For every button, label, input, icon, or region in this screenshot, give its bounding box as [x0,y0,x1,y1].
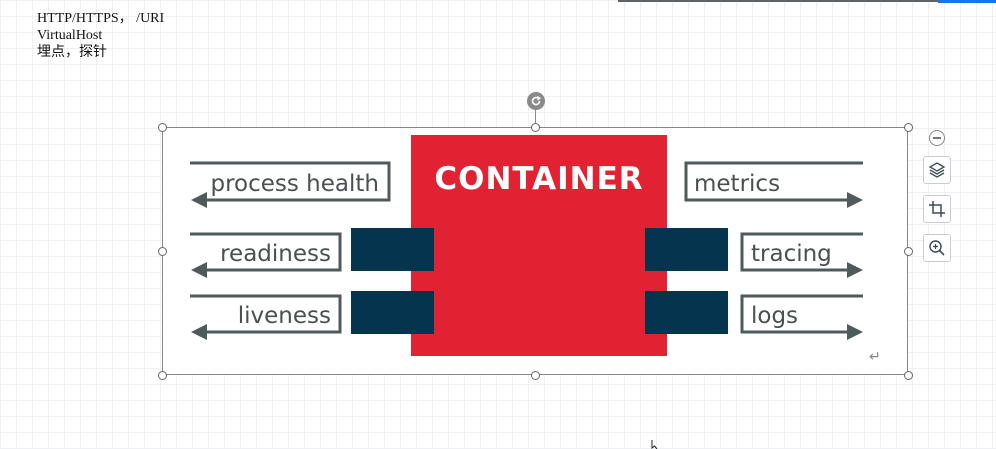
resize-handle-top[interactable] [531,123,540,132]
doc-line-1: HTTP/HTTPS， /URI [37,11,165,26]
crop-icon [929,201,945,217]
liveness-label: liveness [238,303,331,329]
doc-line-2: VirtualHost [37,28,103,43]
crop-button[interactable] [923,195,951,223]
resize-handle-right[interactable] [904,247,913,256]
layers-icon [928,162,946,178]
resize-handle-bottom[interactable] [531,371,540,380]
resize-handle-top-right[interactable] [904,123,913,132]
container-diagram: CONTAINER process health readiness liven… [190,135,881,365]
doc-line-3: 埋点，探针 [37,45,107,60]
process-health-arrow [190,161,391,202]
rotate-handle-stem [535,110,536,123]
liveness-arrowhead [191,324,207,340]
layers-button[interactable] [923,156,951,184]
logs-label: logs [751,303,798,329]
mouse-cursor-icon [651,440,658,449]
zoom-in-button[interactable] [923,234,951,262]
tracing-arrow [740,232,863,272]
metrics-arrowhead [847,192,863,208]
logs-arrowhead [847,324,863,340]
port-right-1 [645,228,728,271]
port-left-2 [351,291,434,334]
document-text-block: HTTP/HTTPS， /URI VirtualHost 埋点，探针 [37,10,164,61]
resize-handle-left[interactable] [158,247,167,256]
selected-image[interactable]: CONTAINER process health readiness liven… [162,127,908,375]
metrics-arrow [684,161,863,202]
collapse-toolbar-button[interactable] [929,130,945,146]
minus-circle-icon [933,137,941,139]
port-left-1 [351,228,434,271]
tracing-label: tracing [751,241,832,267]
rotate-handle[interactable] [527,92,545,110]
container-block [411,135,667,356]
process-health-label: process health [210,171,379,197]
resize-handle-bottom-right[interactable] [904,371,913,380]
zoom-in-icon [929,240,945,256]
readiness-arrowhead [191,262,207,278]
logs-arrow [740,294,863,334]
readiness-label: readiness [220,241,331,267]
return-symbol: ↵ [869,349,881,365]
metrics-label: metrics [694,171,780,197]
window-top-bar [618,0,938,2]
readiness-arrow [190,232,342,272]
container-label: CONTAINER [434,161,643,197]
process-health-arrowhead [191,192,207,208]
port-right-2 [645,291,728,334]
tracing-arrowhead [847,262,863,278]
liveness-arrow [190,294,342,334]
window-top-accent [938,0,996,3]
resize-handle-top-left[interactable] [158,123,167,132]
rotate-icon [531,96,542,106]
resize-handle-bottom-left[interactable] [158,371,167,380]
